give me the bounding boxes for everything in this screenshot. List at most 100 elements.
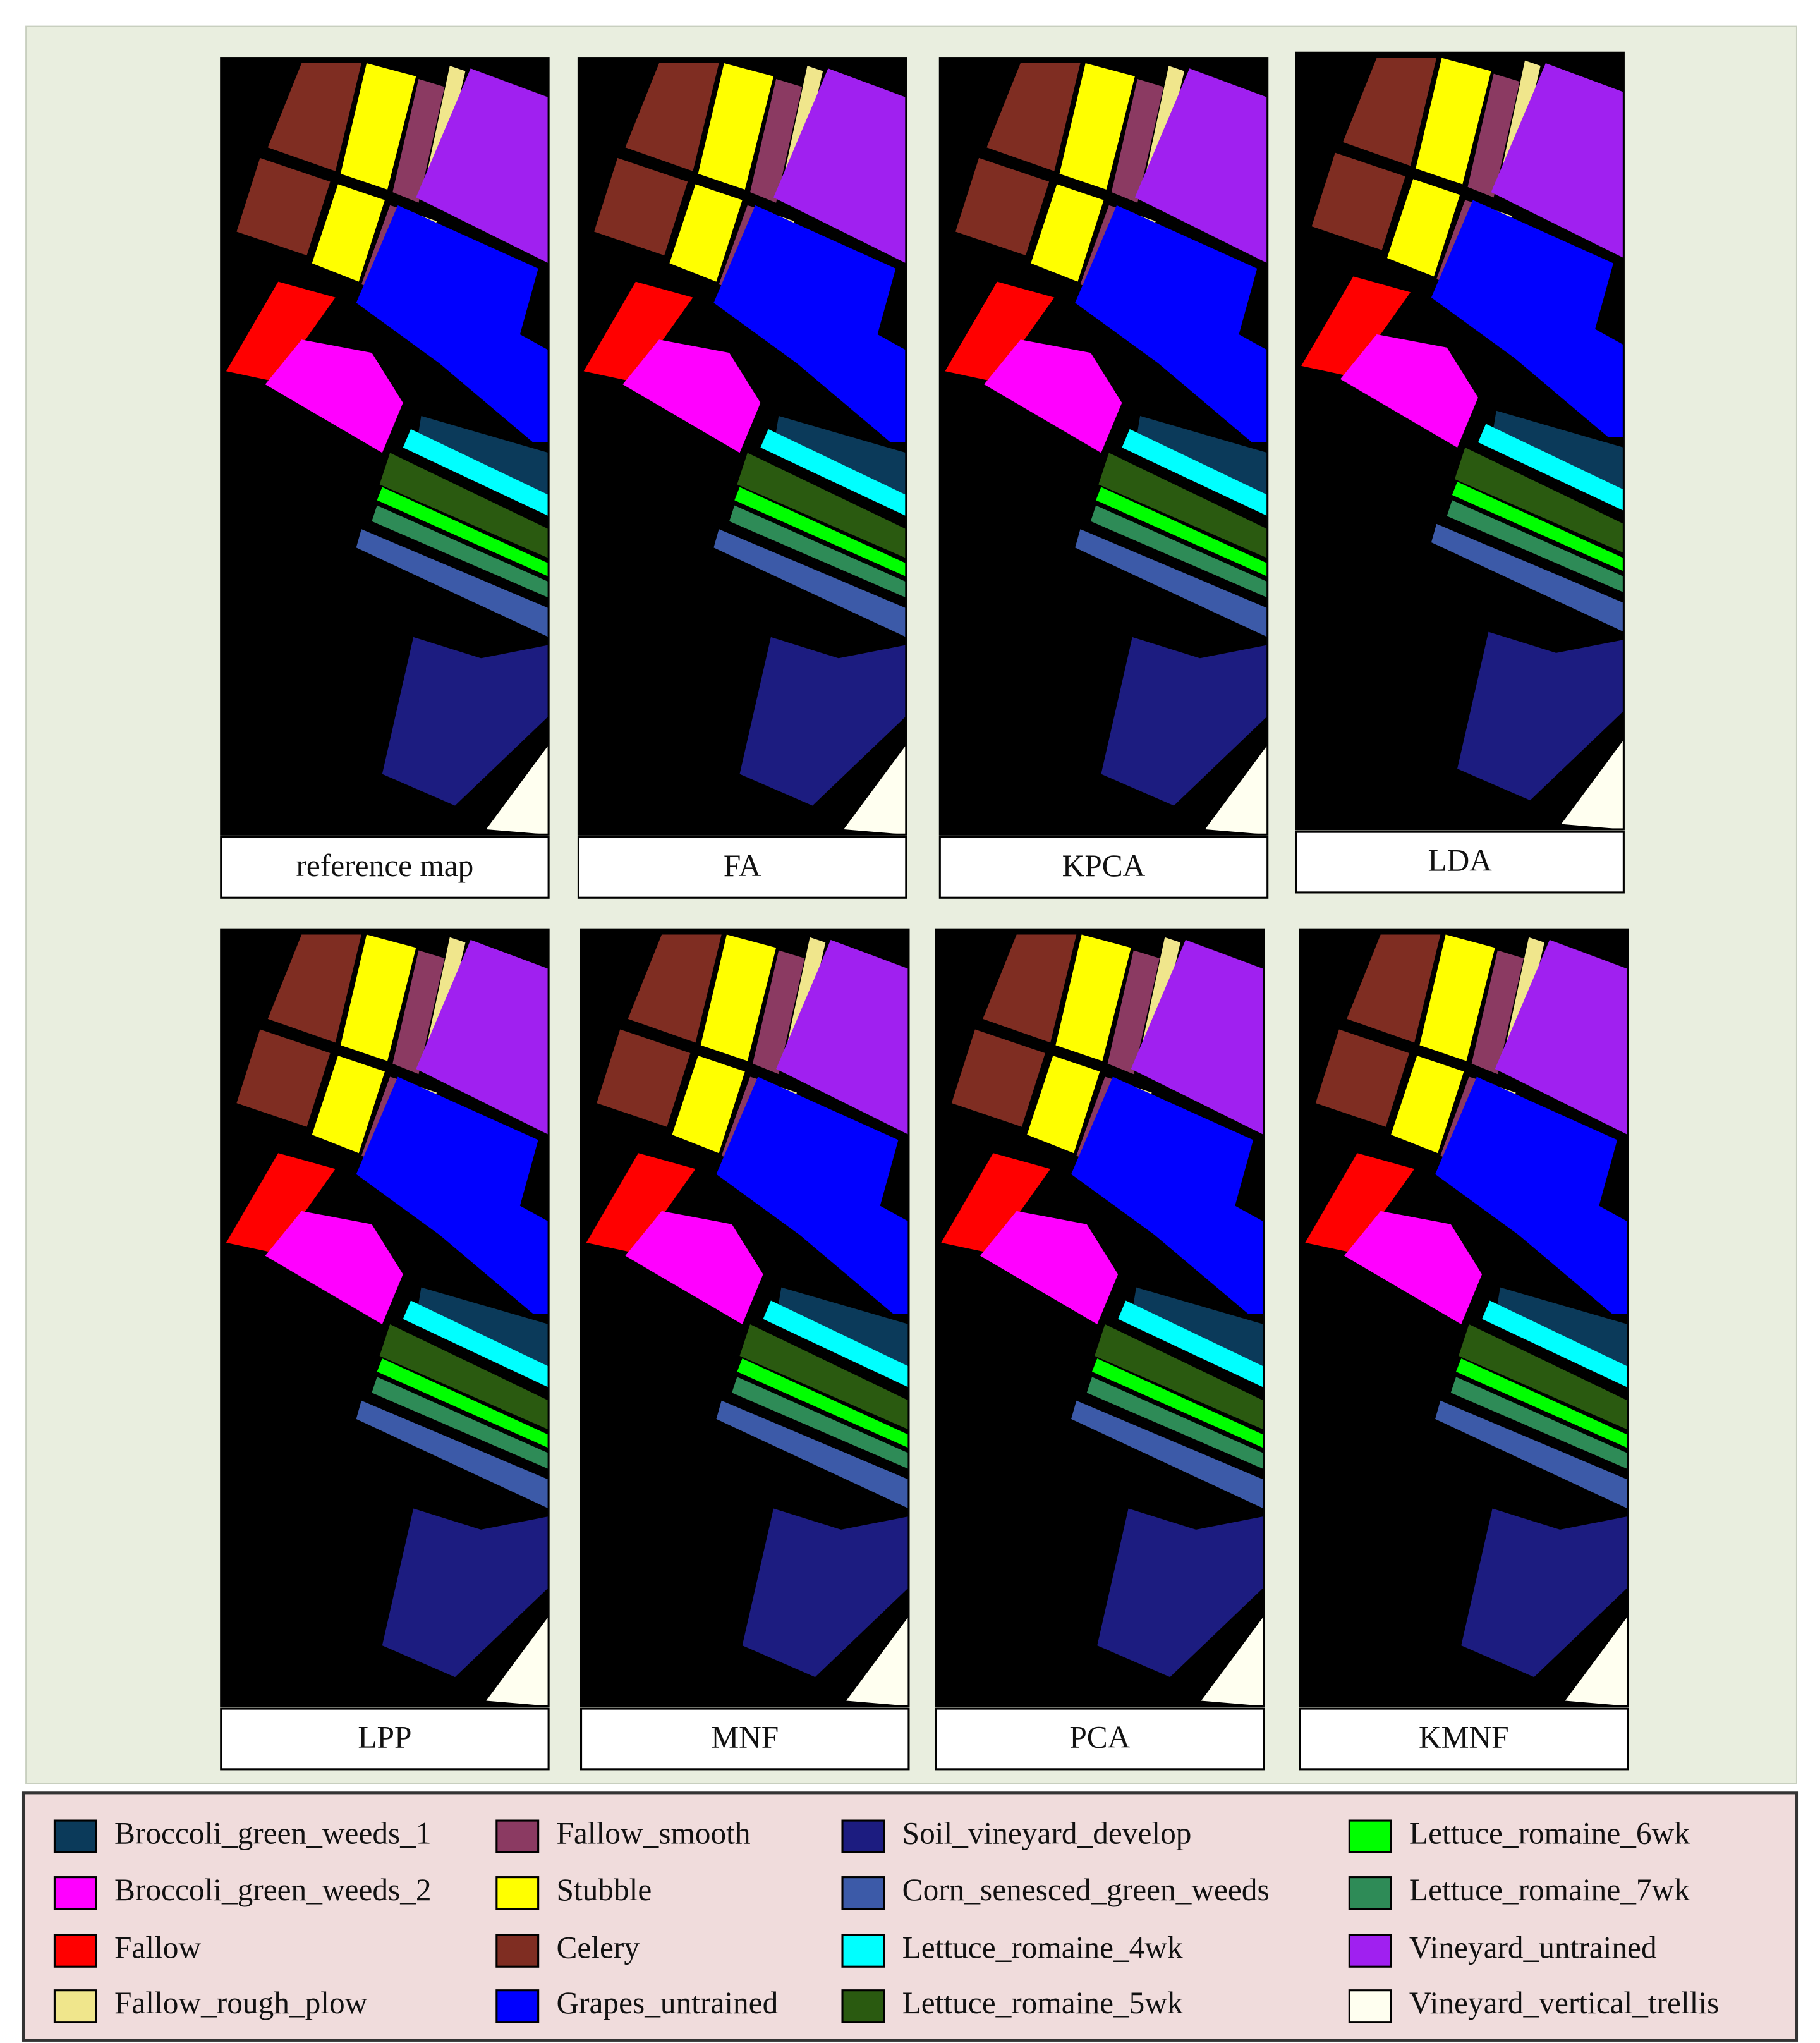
- field: [1305, 1153, 1415, 1253]
- field: [416, 939, 549, 1135]
- field: [1491, 63, 1624, 259]
- field: [742, 1508, 909, 1678]
- field: [372, 505, 549, 598]
- field: [739, 637, 906, 806]
- field: [1477, 424, 1624, 511]
- field: [753, 950, 805, 1075]
- field: [1471, 950, 1524, 1075]
- field: [1456, 1358, 1628, 1448]
- panel-caption: LDA: [1428, 843, 1492, 877]
- panel-caption: KMNF: [1419, 1719, 1509, 1754]
- field: [1101, 637, 1268, 806]
- field: [1391, 1056, 1464, 1154]
- field: [700, 934, 777, 1061]
- field: [1450, 1377, 1628, 1470]
- field: [356, 1400, 549, 1509]
- legend-label: Fallow: [114, 1930, 201, 1965]
- field: [713, 529, 906, 637]
- caption-box: [220, 836, 550, 899]
- legend-swatch: [1348, 1934, 1392, 1968]
- field: [716, 1076, 909, 1314]
- field: [1343, 58, 1437, 166]
- legend-swatch: [1348, 1876, 1392, 1910]
- field: [734, 487, 906, 577]
- caption-box: [1295, 831, 1625, 894]
- field: [1561, 740, 1624, 829]
- legend-box: [21, 1791, 1799, 2042]
- field: [382, 1508, 549, 1678]
- field: [392, 78, 445, 203]
- field: [1097, 1508, 1264, 1678]
- field: [844, 745, 906, 835]
- field: [983, 934, 1077, 1043]
- field: [267, 63, 361, 171]
- legend-swatch: [495, 1934, 540, 1968]
- field: [583, 281, 693, 382]
- legend-label: Grapes_untrained: [556, 1985, 778, 2020]
- field: [1416, 58, 1491, 185]
- field: [1027, 1056, 1100, 1154]
- map-frame: [220, 928, 550, 1707]
- field: [1461, 1508, 1628, 1678]
- legend-swatch: [495, 1819, 540, 1853]
- panel-caption: PCA: [1069, 1719, 1130, 1754]
- field: [1344, 1211, 1483, 1324]
- field: [1315, 1029, 1409, 1127]
- map-frame: [577, 57, 907, 836]
- field: [372, 1377, 549, 1470]
- field: [737, 453, 906, 558]
- field: [1301, 276, 1410, 377]
- map-frame: [938, 57, 1269, 836]
- field: [1435, 1076, 1628, 1314]
- map-frame: [1295, 51, 1625, 831]
- classification-map: [581, 929, 909, 1706]
- legend-swatch: [841, 1819, 885, 1853]
- field: [1565, 1616, 1628, 1706]
- field: [403, 429, 549, 516]
- caption-box: [220, 1707, 550, 1771]
- classification-map: [1295, 52, 1624, 829]
- legend-swatch: [495, 1876, 540, 1910]
- classification-map: [221, 929, 549, 1706]
- legend-label: Lettuce_romaine_4wk: [902, 1930, 1183, 1965]
- field: [1090, 505, 1268, 598]
- legend-label: Lettuce_romaine_6wk: [1409, 1815, 1690, 1850]
- legend-label: Broccoli_green_weeds_1: [114, 1815, 432, 1850]
- field: [1454, 448, 1624, 553]
- field: [1071, 1076, 1264, 1314]
- field: [312, 184, 385, 282]
- classification-map: [940, 58, 1268, 835]
- field: [392, 950, 445, 1075]
- legend-label: Corn_senesced_green_weeds: [902, 1872, 1270, 1907]
- field: [625, 63, 719, 171]
- field: [669, 184, 743, 282]
- field: [486, 745, 549, 835]
- field: [951, 1029, 1045, 1127]
- field: [1435, 1400, 1628, 1509]
- legend-label: Stubble: [556, 1872, 652, 1907]
- legend-label: Vineyard_untrained: [1409, 1930, 1657, 1965]
- field: [1096, 487, 1268, 577]
- field: [586, 1153, 696, 1253]
- field: [1031, 184, 1104, 282]
- field: [1204, 745, 1268, 835]
- panel-caption: reference map: [296, 848, 474, 883]
- panel-caption: FA: [724, 848, 761, 883]
- legend-swatch: [53, 1819, 97, 1853]
- caption-box: [1299, 1707, 1629, 1771]
- field: [1134, 68, 1268, 264]
- field: [340, 934, 416, 1061]
- field: [1095, 1324, 1264, 1430]
- field: [1086, 1377, 1264, 1470]
- field: [713, 205, 906, 442]
- field: [236, 157, 331, 255]
- legend-swatch: [495, 1989, 540, 2023]
- field: [737, 1358, 909, 1448]
- field: [1111, 78, 1164, 203]
- field: [416, 68, 549, 264]
- field: [377, 487, 549, 577]
- field: [1201, 1616, 1264, 1706]
- field: [1457, 631, 1624, 801]
- field: [597, 1029, 691, 1127]
